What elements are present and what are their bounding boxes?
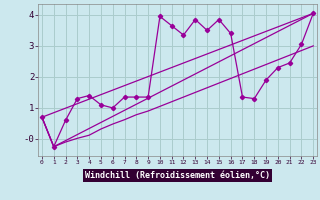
X-axis label: Windchill (Refroidissement éolien,°C): Windchill (Refroidissement éolien,°C) — [85, 171, 270, 180]
